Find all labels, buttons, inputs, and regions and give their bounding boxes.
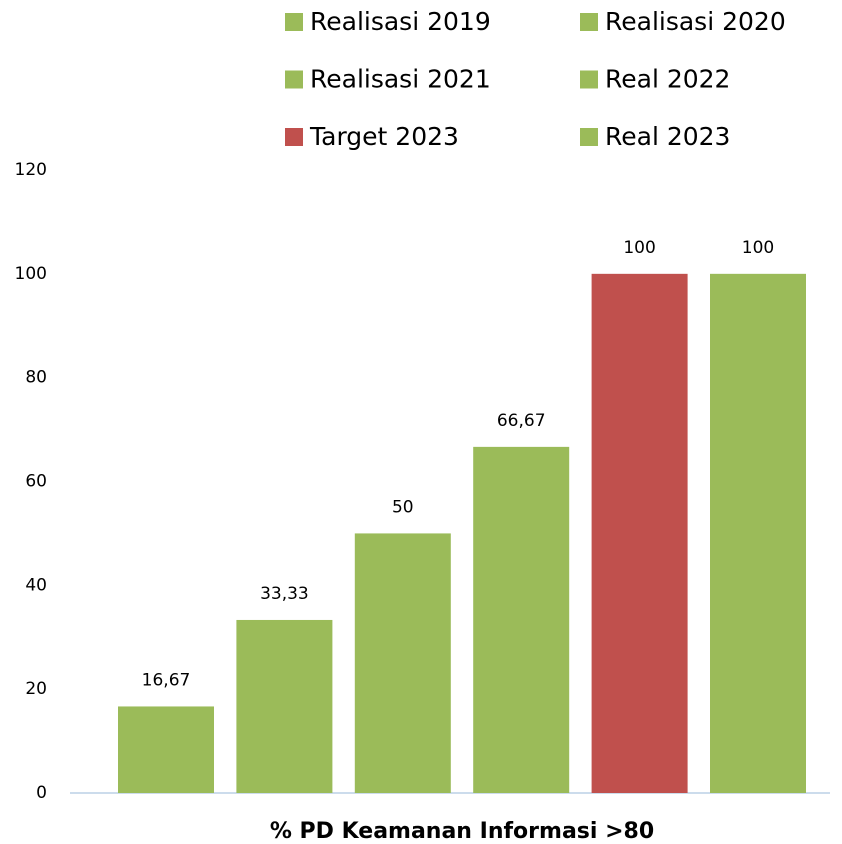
value-label: 33,33 xyxy=(260,584,309,604)
legend-label: Realisasi 2020 xyxy=(605,7,786,36)
y-tick-label: 80 xyxy=(25,368,47,388)
value-label: 16,67 xyxy=(142,670,191,690)
y-tick-label: 20 xyxy=(25,679,47,699)
legend-swatch xyxy=(285,13,303,31)
bar xyxy=(118,706,214,793)
bar xyxy=(236,619,333,793)
legend-swatch xyxy=(580,70,598,89)
category-label: % PD Keamanan Informasi >80 xyxy=(270,819,654,844)
y-tick-label: 40 xyxy=(25,575,47,595)
bar xyxy=(591,273,688,793)
value-label: 100 xyxy=(623,238,655,258)
legend-label: Realisasi 2019 xyxy=(310,7,491,36)
legend-label: Real 2022 xyxy=(605,65,730,94)
bar xyxy=(354,533,451,793)
y-tick-label: 120 xyxy=(15,160,47,180)
legend-label: Target 2023 xyxy=(309,122,459,151)
bar xyxy=(710,273,806,793)
value-label: 50 xyxy=(392,497,414,517)
y-tick-label: 0 xyxy=(36,783,47,803)
legend-label: Real 2023 xyxy=(605,122,730,151)
legend-swatch xyxy=(580,13,598,31)
value-label: 100 xyxy=(742,238,774,258)
legend-swatch xyxy=(285,128,303,146)
legend-label: Realisasi 2021 xyxy=(310,65,491,94)
legend-swatch xyxy=(285,70,303,89)
y-tick-label: 60 xyxy=(25,472,47,492)
bar xyxy=(473,446,570,793)
y-tick-label: 100 xyxy=(15,264,47,284)
value-label: 66,67 xyxy=(497,411,546,431)
legend-swatch xyxy=(580,128,598,146)
